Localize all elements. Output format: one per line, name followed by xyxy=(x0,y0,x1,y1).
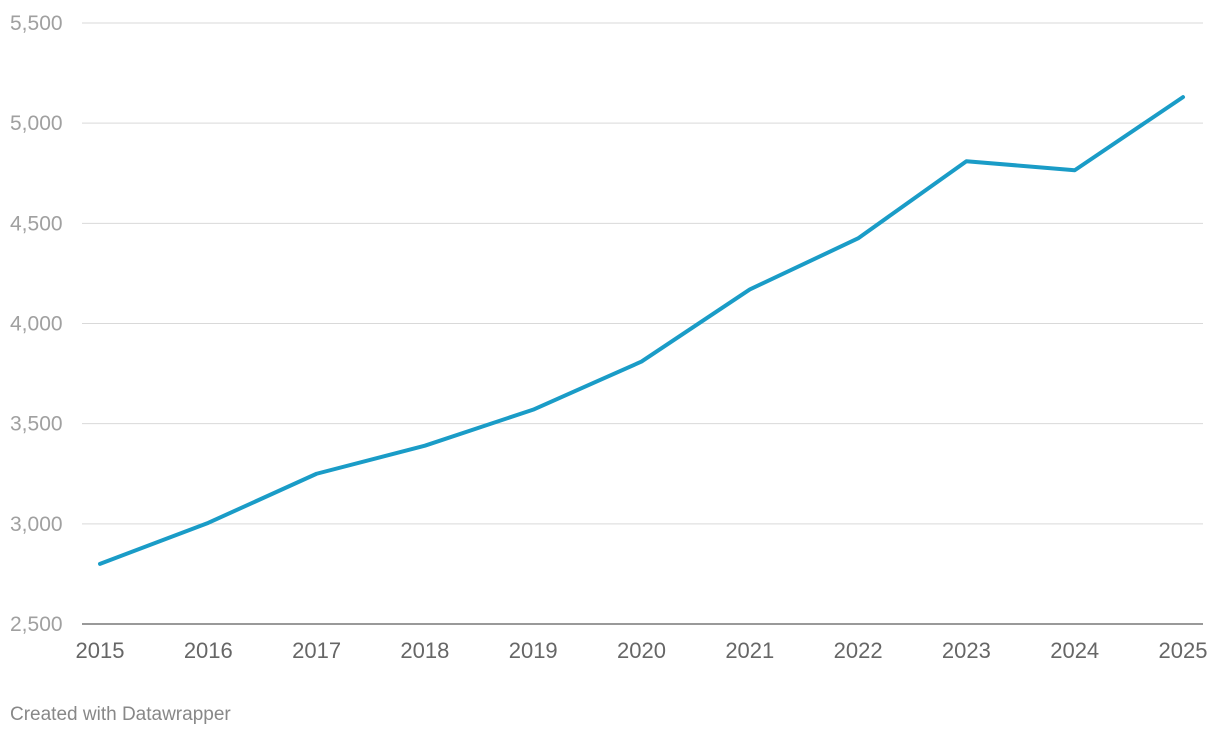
x-tick-label: 2020 xyxy=(617,638,666,663)
x-tick-label: 2025 xyxy=(1159,638,1208,663)
y-tick-label: 5,000 xyxy=(10,112,63,135)
series-line xyxy=(98,95,1185,566)
data-point-2022 xyxy=(855,235,861,241)
data-point-2025 xyxy=(1180,94,1186,100)
y-tick-label: 4,000 xyxy=(10,313,63,336)
x-tick-label: 2016 xyxy=(184,638,233,663)
y-axis-tick-labels: 2,500 3,000 3,500 4,000 4,500 5,000 5,500 xyxy=(10,12,63,636)
data-point-2020 xyxy=(639,359,645,365)
line-chart: 2,500 3,000 3,500 4,000 4,500 5,000 5,500 2015… xyxy=(10,12,1208,663)
data-point-2016 xyxy=(205,520,211,526)
x-tick-label: 2024 xyxy=(1050,638,1099,663)
y-tick-label: 3,500 xyxy=(10,413,63,436)
x-tick-label: 2015 xyxy=(76,638,125,663)
gridlines xyxy=(82,22,1203,625)
x-tick-label: 2017 xyxy=(292,638,341,663)
data-point-2017 xyxy=(314,471,320,477)
data-point-2024 xyxy=(1072,167,1078,173)
y-tick-label: 2,500 xyxy=(10,613,63,636)
x-tick-label: 2019 xyxy=(509,638,558,663)
data-point-2023 xyxy=(963,158,969,164)
x-tick-label: 2018 xyxy=(400,638,449,663)
data-point-2021 xyxy=(747,286,753,292)
y-tick-label: 4,500 xyxy=(10,212,63,235)
x-tick-label: 2023 xyxy=(942,638,991,663)
data-point-2015 xyxy=(97,561,103,567)
series-layer xyxy=(97,94,1186,567)
x-tick-label: 2021 xyxy=(725,638,774,663)
x-axis-tick-labels: 2015 2016 2017 2018 2019 2020 2021 2022 2023 2024… xyxy=(76,638,1208,663)
data-point-2018 xyxy=(422,443,428,449)
y-tick-label: 5,500 xyxy=(10,12,63,35)
chart-credit: Created with Datawrapper xyxy=(10,704,231,725)
x-tick-label: 2022 xyxy=(834,638,883,663)
y-tick-label: 3,000 xyxy=(10,513,63,536)
data-point-2019 xyxy=(530,407,536,413)
